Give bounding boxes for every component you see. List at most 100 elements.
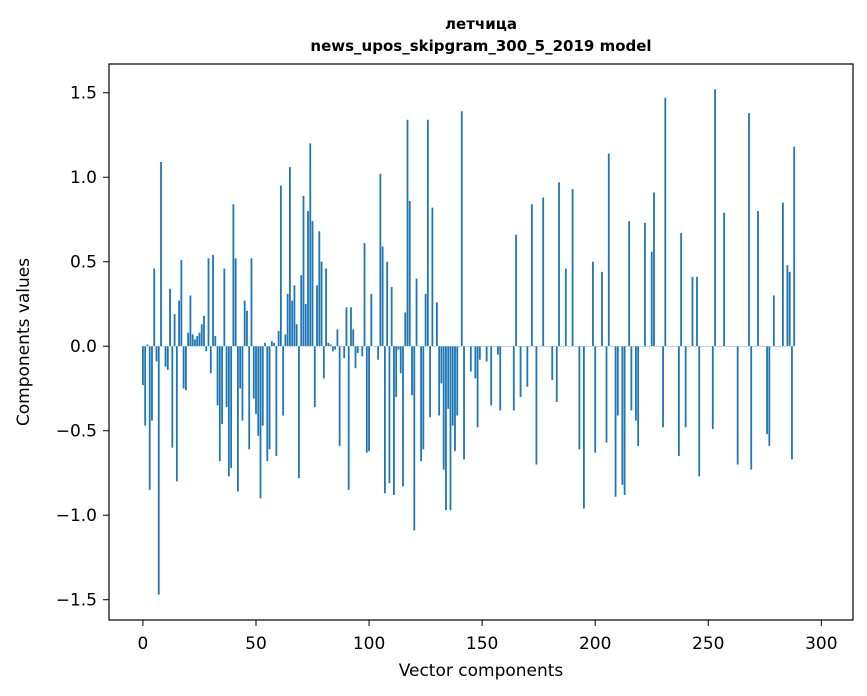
bar xyxy=(571,189,574,347)
bar xyxy=(594,346,597,453)
bar xyxy=(379,173,382,347)
bar xyxy=(329,344,332,347)
bar xyxy=(388,346,391,484)
bar xyxy=(381,246,384,347)
bar xyxy=(662,346,664,428)
bar xyxy=(370,293,373,347)
x-tick-label: 300 xyxy=(805,634,837,654)
bar xyxy=(440,346,443,384)
bar xyxy=(293,285,296,347)
y-axis-ticks: −1.5 −1.0 −0.5 0.0 0.5 1.0 1.5 xyxy=(56,84,109,611)
bar xyxy=(248,346,251,450)
bar xyxy=(476,346,479,428)
bar xyxy=(451,346,454,426)
plot-frame xyxy=(108,63,854,621)
bar xyxy=(368,346,370,451)
bar xyxy=(791,346,793,460)
bar xyxy=(277,331,280,347)
bar xyxy=(390,287,393,347)
bar xyxy=(325,268,327,347)
bar xyxy=(354,346,357,369)
y-tick-label: −1.0 xyxy=(56,506,97,526)
bar xyxy=(246,310,248,347)
bar xyxy=(279,185,282,347)
bars-group xyxy=(142,89,796,595)
bar xyxy=(221,346,223,424)
bar xyxy=(420,346,422,462)
bar xyxy=(216,346,219,406)
y-tick-label: 1.0 xyxy=(70,168,97,188)
bar xyxy=(252,346,255,399)
bar xyxy=(214,336,217,347)
bar xyxy=(343,346,346,359)
bar xyxy=(270,341,273,347)
bar xyxy=(445,346,447,511)
bar xyxy=(542,197,545,347)
bar xyxy=(766,346,768,435)
bar xyxy=(171,346,174,448)
bar xyxy=(399,346,402,374)
bar xyxy=(164,346,167,367)
y-tick-label: 0.5 xyxy=(70,253,97,273)
bar xyxy=(436,302,438,347)
x-tick-label: 100 xyxy=(353,634,385,654)
bar xyxy=(485,346,488,362)
bar xyxy=(793,146,796,347)
bar xyxy=(142,346,144,386)
bar xyxy=(397,346,400,350)
bar xyxy=(298,346,300,479)
bar xyxy=(207,258,210,347)
bar xyxy=(218,346,221,462)
bar xyxy=(768,346,771,446)
x-tick-label: 50 xyxy=(245,634,267,654)
bar xyxy=(313,346,316,408)
bar xyxy=(311,221,314,347)
bar xyxy=(205,346,208,352)
bar xyxy=(361,346,364,357)
bar xyxy=(424,293,427,347)
bar xyxy=(273,342,275,347)
bar xyxy=(386,261,389,347)
bar xyxy=(635,346,637,421)
bar xyxy=(650,251,653,347)
bar xyxy=(309,143,312,347)
bar xyxy=(499,346,502,411)
bar xyxy=(237,346,239,492)
bar xyxy=(194,339,196,347)
bar xyxy=(155,346,158,362)
bar xyxy=(644,222,646,347)
bar xyxy=(166,346,169,370)
bar xyxy=(558,182,560,347)
bar xyxy=(614,346,617,497)
bar xyxy=(209,346,212,374)
bar xyxy=(621,346,624,485)
bar xyxy=(383,346,386,494)
bar xyxy=(696,276,698,347)
bar xyxy=(723,212,726,347)
bar xyxy=(336,329,339,347)
bar xyxy=(680,233,683,347)
bar xyxy=(182,346,185,389)
bar xyxy=(146,344,149,347)
bar xyxy=(178,300,181,347)
bar xyxy=(259,346,262,499)
x-tick-label: 0 xyxy=(138,634,149,654)
bar xyxy=(460,111,463,347)
bar xyxy=(592,261,594,347)
bar xyxy=(422,346,425,450)
bar xyxy=(750,346,753,470)
bar xyxy=(223,268,226,347)
bar xyxy=(582,346,585,509)
x-tick-label: 250 xyxy=(692,634,724,654)
bar xyxy=(234,258,237,347)
bar xyxy=(474,346,477,379)
x-tick-label: 150 xyxy=(466,634,498,654)
bar xyxy=(230,346,233,468)
bar xyxy=(555,346,558,402)
y-tick-label: 1.5 xyxy=(70,84,97,104)
bar xyxy=(698,346,701,477)
bar xyxy=(601,271,603,347)
bar xyxy=(239,346,242,389)
y-tick-label: −0.5 xyxy=(56,422,97,442)
y-tick-label: 0.0 xyxy=(70,337,97,357)
